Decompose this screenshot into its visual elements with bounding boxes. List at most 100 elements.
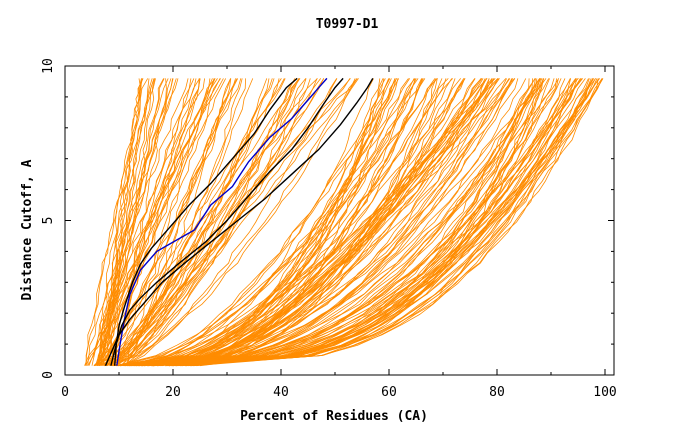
background-series-2-17 xyxy=(120,78,495,367)
background-series-2-23 xyxy=(147,78,374,367)
background-series-1-37 xyxy=(124,78,268,367)
background-series-0-35 xyxy=(100,78,197,366)
background-series-1-28 xyxy=(111,78,243,367)
background-series-2-68 xyxy=(112,78,399,367)
background-series-3-51 xyxy=(175,78,599,367)
background-series-1-32 xyxy=(94,78,338,367)
background-series-1-34 xyxy=(104,78,356,367)
highlight-series-group xyxy=(104,77,374,366)
background-series-2-14 xyxy=(127,78,495,367)
background-series-2-72 xyxy=(118,78,437,367)
background-series-3-39 xyxy=(157,78,566,367)
background-series-3-41 xyxy=(165,78,589,367)
background-series-3-54 xyxy=(175,78,571,367)
background-series-2-50 xyxy=(142,78,483,367)
y-axis-label: Distance Cutoff, A xyxy=(20,159,35,300)
background-series-3-26 xyxy=(130,78,541,367)
background-series-2-74 xyxy=(177,78,396,367)
highlight-series-1 xyxy=(116,77,328,366)
background-series-2-69 xyxy=(176,78,507,367)
background-series-0-33 xyxy=(103,78,156,366)
x-tick-label-80: 80 xyxy=(489,385,505,400)
background-series-2-62 xyxy=(139,78,381,367)
background-series-2-52 xyxy=(131,78,392,367)
background-series-2-34 xyxy=(169,78,466,367)
background-series-2-45 xyxy=(131,78,396,367)
background-series-0-26 xyxy=(84,78,192,366)
x-tick-label-60: 60 xyxy=(381,385,397,400)
background-series-2-1 xyxy=(152,78,527,367)
background-series-1-20 xyxy=(106,78,359,367)
background-series-3-33 xyxy=(185,78,533,367)
background-series-1-21 xyxy=(115,78,358,367)
background-series-3-28 xyxy=(144,78,540,367)
background-series-group xyxy=(84,78,604,367)
background-series-1-31 xyxy=(118,78,318,366)
background-series-0-31 xyxy=(103,78,215,366)
background-series-3-36 xyxy=(176,78,550,367)
background-series-1-11 xyxy=(97,78,322,366)
background-series-0-10 xyxy=(99,78,200,366)
background-series-2-55 xyxy=(134,78,516,367)
x-tick-label-100: 100 xyxy=(593,385,616,400)
background-series-2-63 xyxy=(172,78,476,367)
background-series-2-32 xyxy=(147,78,514,367)
background-series-2-67 xyxy=(153,78,519,367)
background-series-0-32 xyxy=(102,78,142,366)
background-series-1-17 xyxy=(109,78,246,367)
background-series-2-71 xyxy=(130,78,453,367)
background-series-0-38 xyxy=(85,78,149,366)
highlight-series-0 xyxy=(114,77,298,366)
y-tick-label-5: 5 xyxy=(41,217,56,225)
background-series-3-49 xyxy=(185,78,599,367)
background-series-3-35 xyxy=(191,78,541,367)
background-series-3-42 xyxy=(152,78,542,367)
background-series-3-45 xyxy=(190,78,572,367)
background-series-2-51 xyxy=(123,78,449,367)
background-series-1-38 xyxy=(123,78,296,367)
background-series-0-28 xyxy=(97,78,144,366)
background-series-1-30 xyxy=(111,78,285,367)
background-series-3-52 xyxy=(193,78,543,367)
background-series-2-18 xyxy=(145,78,515,367)
background-series-0-30 xyxy=(98,78,143,366)
background-series-2-59 xyxy=(138,78,466,367)
background-series-3-48 xyxy=(133,78,530,367)
x-tick-label-0: 0 xyxy=(61,385,69,400)
background-series-1-33 xyxy=(99,78,236,366)
background-series-0-36 xyxy=(111,78,213,366)
background-series-2-22 xyxy=(130,78,484,367)
highlight-series-3 xyxy=(104,78,374,366)
background-series-0-3 xyxy=(96,78,216,366)
background-series-3-43 xyxy=(131,78,583,367)
background-series-3-47 xyxy=(187,78,571,367)
background-series-1-16 xyxy=(104,78,318,367)
background-series-0-17 xyxy=(85,78,156,366)
background-series-1-35 xyxy=(98,78,307,367)
background-series-0-6 xyxy=(87,78,172,366)
x-axis-label: Percent of Residues (CA) xyxy=(240,409,428,424)
background-series-2-56 xyxy=(140,78,391,367)
y-tick-label-10: 10 xyxy=(41,58,56,74)
highlight-series-2 xyxy=(110,77,344,366)
axis-ticks: 0 20 40 60 80 100 0 5 10 xyxy=(41,58,617,400)
background-series-3-18 xyxy=(152,78,577,367)
background-series-2-73 xyxy=(125,78,411,367)
x-tick-label-40: 40 xyxy=(273,385,289,400)
x-tick-label-20: 20 xyxy=(165,385,181,400)
background-series-2-66 xyxy=(180,78,488,367)
background-series-3-46 xyxy=(172,78,544,367)
background-series-2-47 xyxy=(161,78,390,367)
background-series-1-26 xyxy=(113,78,300,367)
background-series-2-64 xyxy=(142,78,488,367)
background-series-3-50 xyxy=(151,78,545,367)
background-series-3-53 xyxy=(152,78,545,367)
background-series-3-40 xyxy=(190,78,604,367)
background-series-0-39 xyxy=(98,78,174,366)
y-tick-label-0: 0 xyxy=(41,371,56,379)
background-series-3-38 xyxy=(135,78,603,367)
chart-title: T0997-D1 xyxy=(316,17,379,32)
background-series-3-32 xyxy=(147,78,603,367)
background-series-0-24 xyxy=(96,78,221,366)
